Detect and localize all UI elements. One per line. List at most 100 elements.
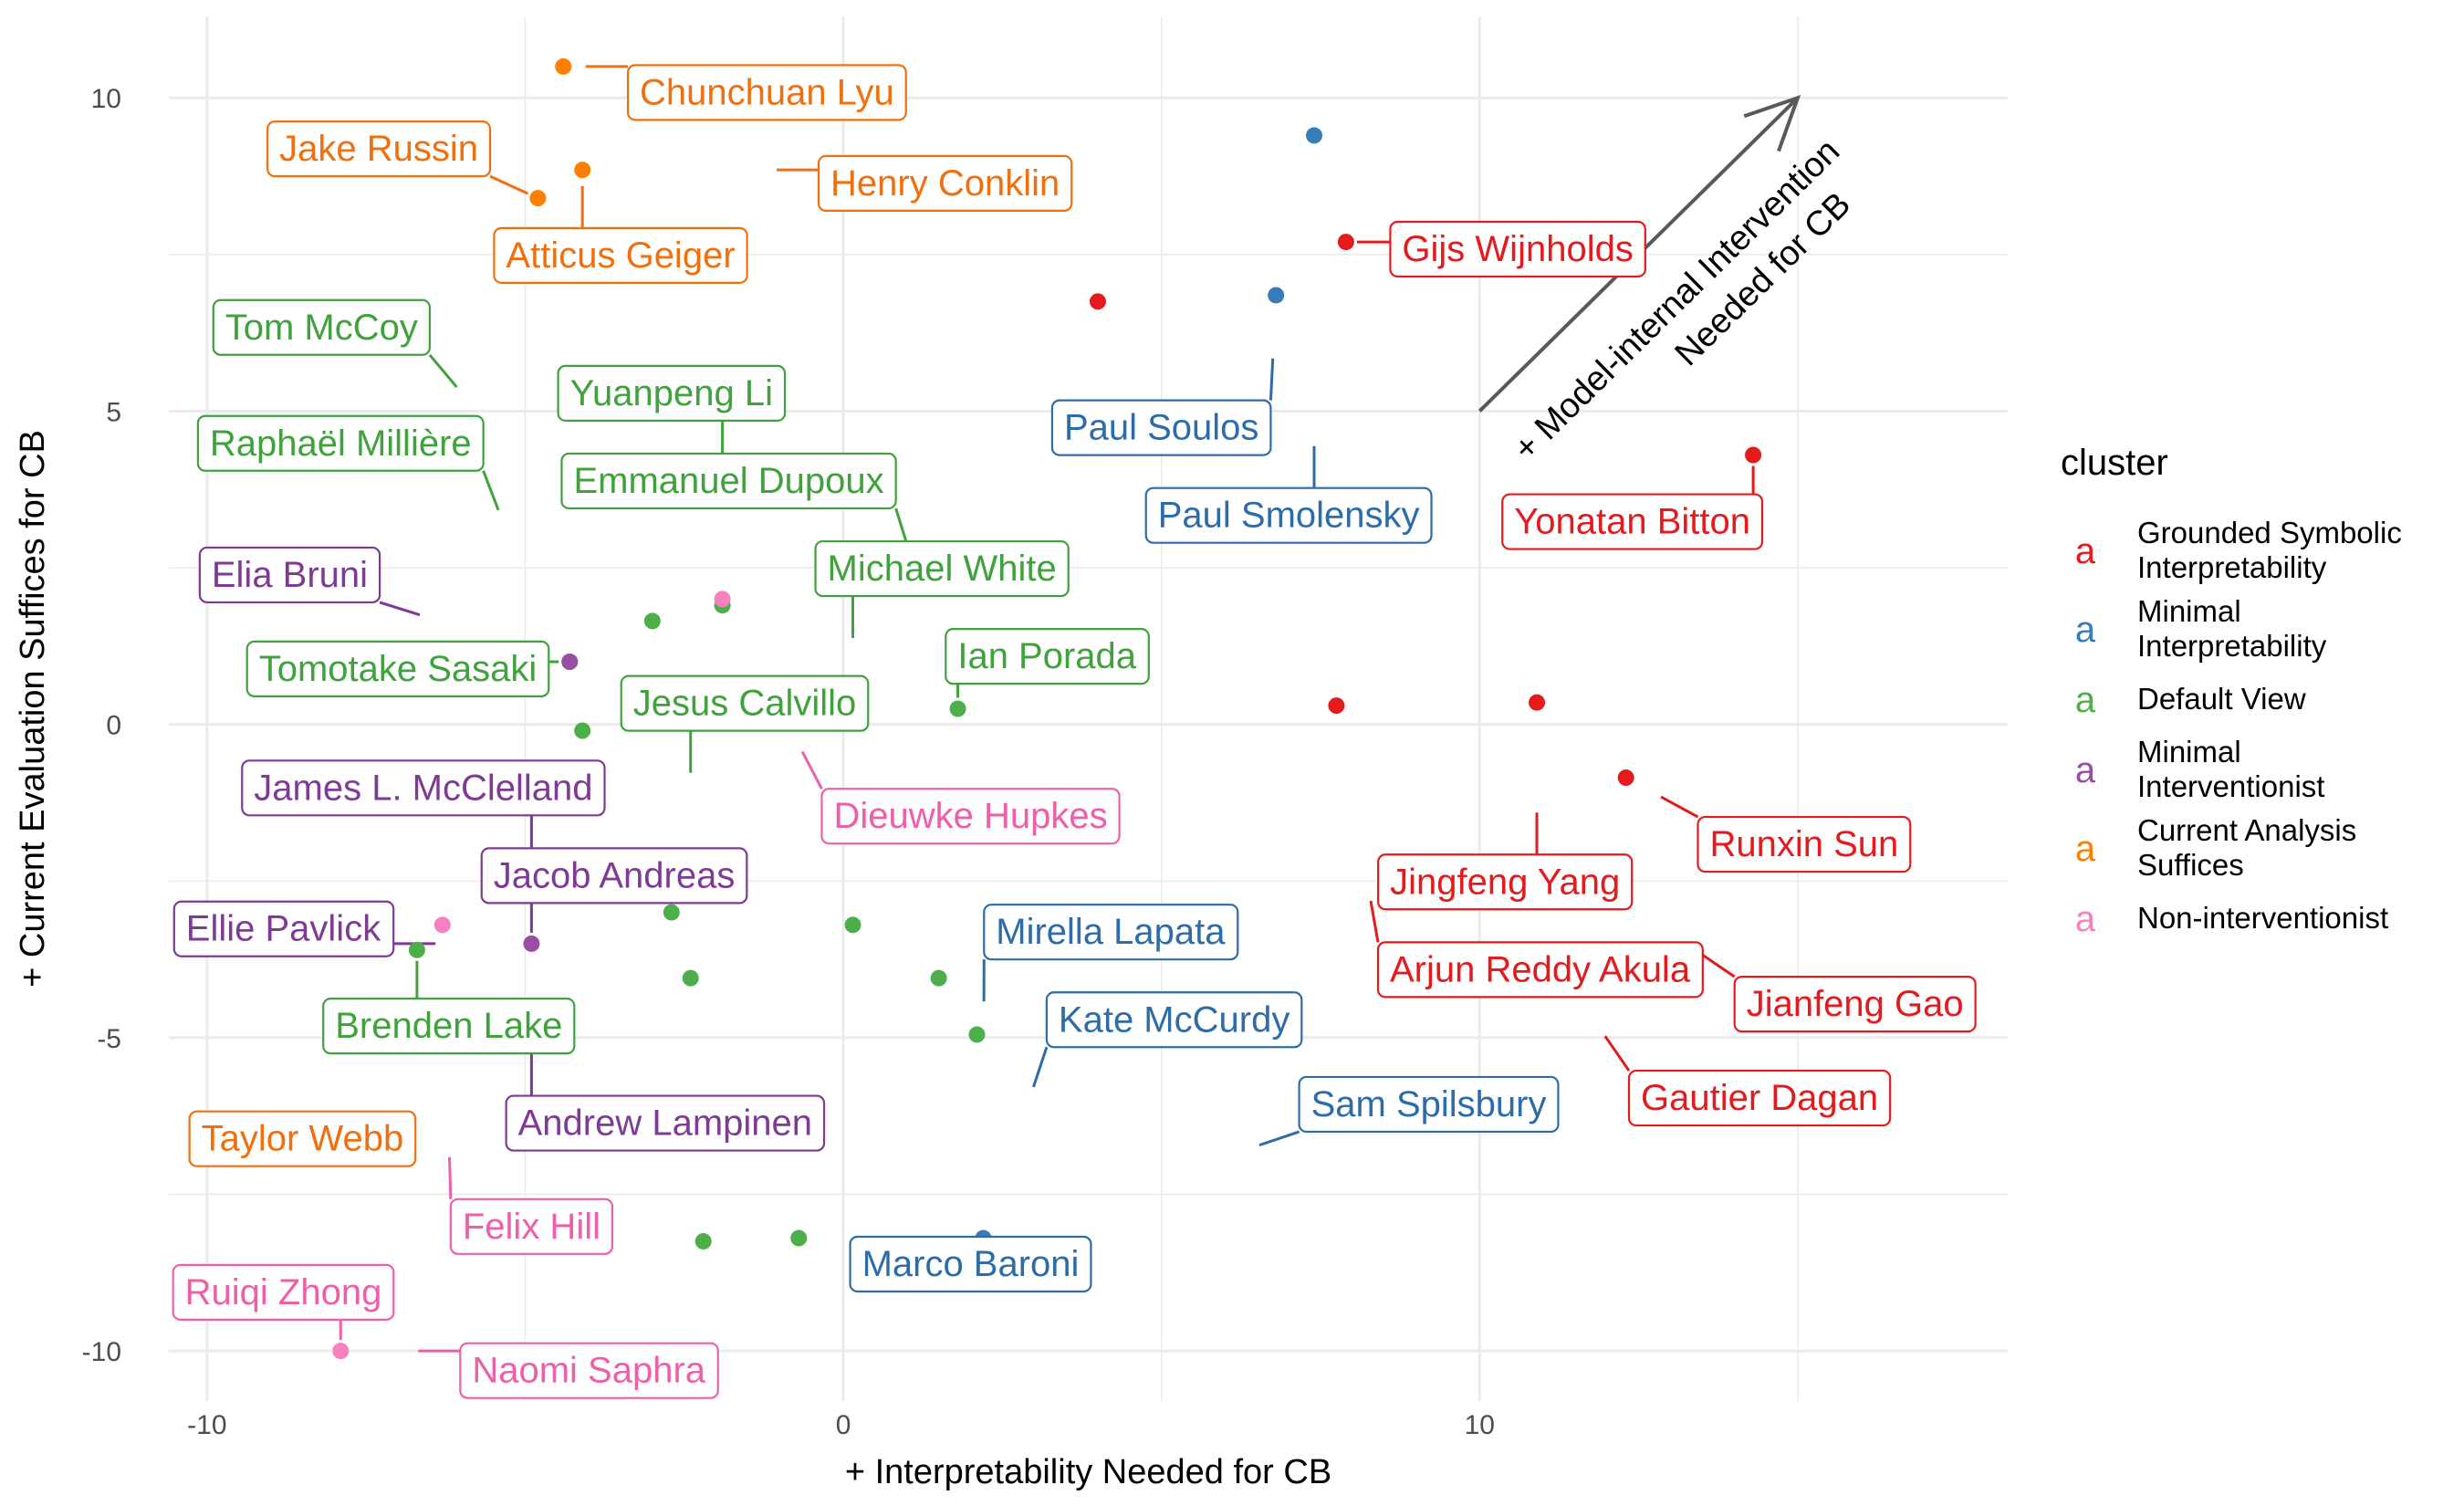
point-label-ellie-pavlick: Ellie Pavlick [172,900,395,957]
point-label-yuanpeng-li: Yuanpeng Li [557,364,787,422]
label-box [1501,493,1764,550]
label-box [820,788,1121,845]
x-tick-label: 10 [1465,1410,1495,1440]
label-text: Taylor Webb [202,1119,404,1159]
data-point-default [663,904,680,921]
label-text: Kate McCurdy [1059,999,1289,1040]
label-box [1389,220,1646,278]
data-point-grounded [1617,769,1634,787]
legend-key-glyph: a [2075,531,2096,571]
label-box [505,1094,826,1152]
point-label-gautier-dagan: Gautier Dagan [1627,1069,1892,1127]
label-text: Arjun Reddy Akula [1390,949,1691,989]
legend-label-line: Current Analysis [2137,813,2356,847]
point-label-jianfeng-gao: Jianfeng Gao [1733,976,1977,1033]
point-label-atticus-geiger: Atticus Geiger [493,226,748,284]
label-box [1376,941,1704,999]
label-box [817,154,1073,213]
legend-label: Grounded Symbolic Interpretability [2137,516,2402,584]
x-tick-label: -10 [187,1410,226,1440]
label-text: Jesus Calvillo [633,684,857,724]
label-text: Gautier Dagan [1641,1078,1878,1118]
label-text: Mirella Lapata [996,912,1226,952]
point-label-kate-mccurdy: Kate McCurdy [1045,991,1303,1049]
point-label-chunchuan-lyu: Chunchuan Lyu [626,64,907,121]
data-point-minimal-interv [523,935,540,952]
data-point-grounded [1337,234,1354,251]
data-point-default [682,969,699,987]
label-box [196,414,485,472]
label-text: Runxin Sun [1709,824,1898,864]
label-box [983,904,1239,961]
label-box [849,1235,1092,1293]
intervention-annotation: + Model-internal Intervention Needed for… [1477,95,1886,501]
point-label-yonatan-bitton: Yonatan Bitton [1501,493,1764,550]
legend-key-glyph: a [2075,899,2096,939]
label-text: Emmanuel Dupoux [573,461,883,501]
data-point-minimal-interp [1306,127,1323,144]
label-box [1045,991,1303,1049]
label-box [1144,486,1433,544]
label-text: Ruiqi Zhong [185,1272,382,1313]
label-box [449,1197,614,1255]
data-point-nonint [332,1343,350,1360]
leader-line [1660,795,1699,819]
label-text: Tom McCoy [225,308,418,348]
data-point-grounded [1089,293,1106,310]
label-box [322,998,576,1055]
label-text: Paul Soulos [1064,408,1258,448]
point-label-tom-mccoy: Tom McCoy [212,298,432,356]
leader-line [1698,951,1736,978]
leader-line [1603,1035,1631,1072]
label-text: Felix Hill [463,1207,600,1247]
label-box [1298,1075,1560,1134]
y-tick-label: 0 [106,711,121,741]
data-point-default [574,722,591,739]
label-box [241,759,606,817]
label-text: Paul Smolensky [1158,496,1420,536]
point-label-michael-white: Michael White [814,539,1070,598]
data-point-nonint [714,591,731,608]
data-point-grounded [1328,697,1345,715]
data-point-nonint [433,916,451,934]
label-text: Henry Conklin [830,163,1060,204]
data-point-default [694,1232,712,1250]
label-box [1377,853,1634,911]
legend-label-line: Minimal [2137,735,2241,769]
legend-label-line: Non-interventionist [2137,901,2388,935]
label-box [212,298,432,356]
point-label-paul-soulos: Paul Soulos [1050,399,1272,456]
data-point-current [555,58,572,75]
label-box [557,364,787,422]
label-text: Yuanpeng Li [570,373,773,413]
label-text: Dieuwke Hupkes [833,796,1107,836]
data-point-default [790,1229,808,1247]
point-label-brenden-lake: Brenden Lake [322,998,576,1055]
point-label-arjun-reddy-akula: Arjun Reddy Akula [1376,941,1704,999]
leader-line [482,470,500,511]
label-box [459,1342,719,1399]
label-text: Marco Baroni [862,1244,1080,1284]
point-label-ian-porada: Ian Porada [945,628,1150,685]
annotation-label: + Model-internal Intervention Needed for… [1507,125,1886,501]
annotation-arrow-head [1743,95,1801,152]
data-point-default [949,700,966,717]
label-text: Ellie Pavlick [186,909,381,949]
label-text: Tomotake Sasaki [259,649,538,689]
label-box [245,640,550,697]
leader-line [1369,900,1380,943]
legend-title: cluster [2061,443,2168,483]
data-point-default [968,1026,986,1043]
label-text: Yonatan Bitton [1514,502,1750,542]
label-text: Gijs Wijnholds [1402,229,1633,269]
y-tick-label: -5 [97,1024,121,1054]
legend-item-nonint: a Non-interventionist [2075,899,2388,939]
legend-label-line: Grounded Symbolic [2137,516,2402,549]
x-axis-title: + Interpretability Needed for CB [845,1453,1331,1491]
legend-label-line: Interpretability [2137,629,2327,663]
point-label-tomotake-sasaki: Tomotake Sasaki [245,640,550,697]
label-text: James L. McClelland [254,768,592,808]
data-point-default [844,916,861,934]
label-text: Ian Porada [957,636,1136,676]
label-box [198,546,381,604]
